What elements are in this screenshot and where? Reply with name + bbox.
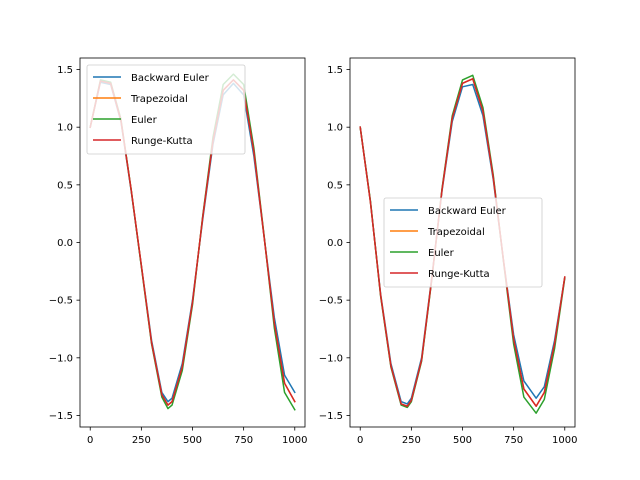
x-tick-label: 0 (357, 435, 363, 446)
x-tick-label: 1000 (552, 435, 577, 446)
x-tick-label: 250 (402, 435, 421, 446)
y-tick-label: −0.5 (49, 296, 73, 307)
x-tick-label: 0 (87, 435, 93, 446)
x-tick-label: 750 (504, 435, 523, 446)
x-tick-label: 500 (183, 435, 202, 446)
legend: Backward Euler Trapezoidal Euler Runge-Kutt… (383, 197, 543, 288)
x-tick-label: 750 (234, 435, 253, 446)
legend-label: Trapezoidal (130, 94, 188, 105)
legend-label: Runge-Kutta (131, 136, 193, 147)
series-line-3 (359, 78, 566, 407)
y-tick-label: 0.0 (57, 238, 73, 249)
series-line-3 (89, 79, 296, 406)
legend: Backward Euler Trapezoidal Euler Runge-Kutt… (86, 64, 246, 155)
y-tick-label: 0.0 (327, 238, 343, 249)
y-tick-label: 0.5 (57, 180, 73, 191)
legend-label: Backward Euler (131, 73, 210, 84)
y-tick-label: 1.0 (57, 123, 73, 134)
legend-box (383, 197, 543, 288)
legend-box (86, 64, 246, 155)
legend-label: Euler (131, 115, 158, 126)
chart-1: 0 250 500 750 1000 −1.5 −1.0 −0.5 0.0 0.5 1.0 1.5 Ba… (49, 57, 307, 446)
x-tick-label: 500 (453, 435, 472, 446)
y-tick-label: 1.5 (57, 65, 73, 76)
y-tick-label: −1.5 (49, 411, 73, 422)
y-tick-label: −1.0 (319, 353, 343, 364)
y-tick-label: −1.0 (49, 353, 73, 364)
y-tick-label: 1.5 (327, 65, 343, 76)
legend-label: Backward Euler (428, 206, 507, 217)
y-tick-label: −0.5 (319, 296, 343, 307)
legend-label: Trapezoidal (427, 227, 485, 238)
y-tick-label: −1.5 (319, 411, 343, 422)
legend-label: Runge-Kutta (428, 269, 490, 280)
legend-label: Euler (428, 248, 455, 259)
x-tick-label: 250 (132, 435, 151, 446)
y-tick-label: 1.0 (327, 123, 343, 134)
x-tick-label: 1000 (282, 435, 307, 446)
chart-2: 0 250 500 750 1000 −1.5 −1.0 −0.5 0.0 0.5 1.0 1.5 Ba… (319, 57, 577, 446)
y-tick-label: 0.5 (327, 180, 343, 191)
